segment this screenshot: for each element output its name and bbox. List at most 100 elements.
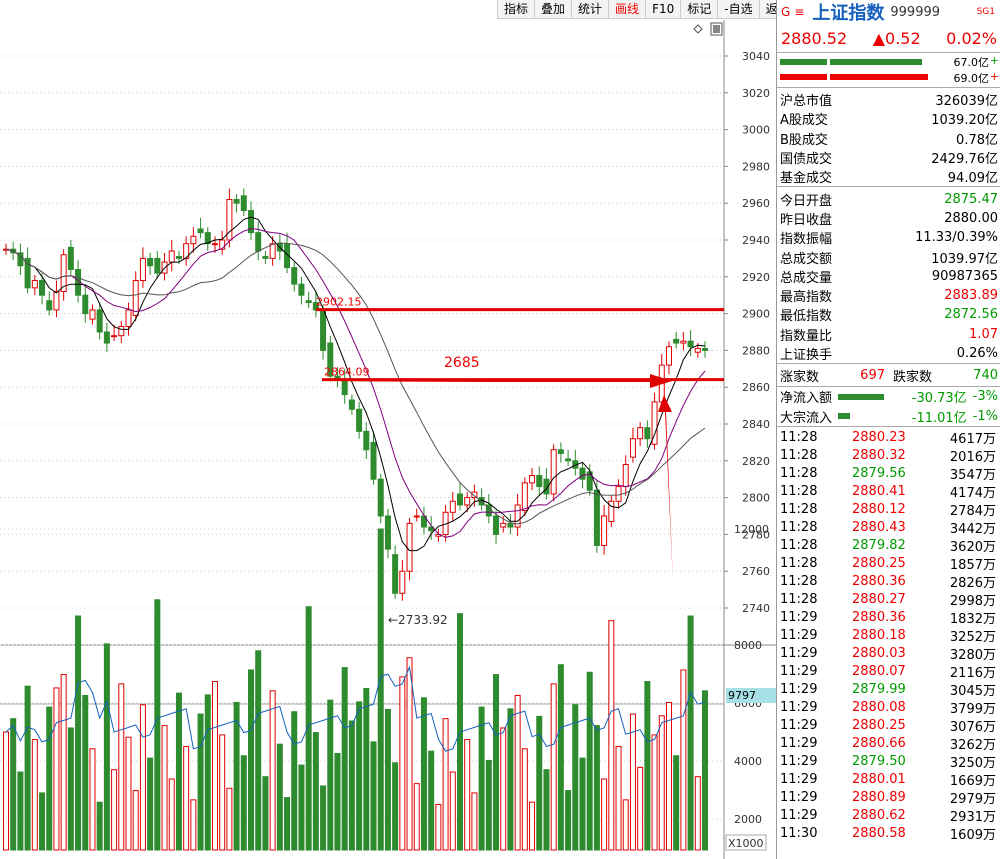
candle-body: [89, 309, 96, 320]
volume-bar: [586, 671, 593, 851]
candle-body: [60, 254, 67, 293]
volume-bar: [348, 720, 355, 851]
tick-price: 2880.08: [852, 700, 906, 716]
tick-time: 11:28: [780, 538, 818, 554]
candle-body: [586, 471, 593, 491]
tick-time: 11:28: [780, 592, 818, 608]
stat-label: 指数量比: [780, 328, 833, 344]
volume-tick-label: 8000: [734, 639, 762, 652]
tick-row: 11:29 2879.50 3250万: [777, 753, 1000, 771]
volume-bar: [305, 606, 312, 851]
volume-bar: [651, 734, 658, 851]
g-icon[interactable]: G: [781, 5, 791, 19]
stat-row: 总成交额 1039.97亿: [777, 247, 1000, 267]
toolbar-button[interactable]: 画线: [609, 0, 647, 18]
price-row: 2880.52 ▲0.52 0.02%: [777, 24, 1000, 53]
stat-label: 国债成交: [780, 152, 833, 168]
volume-cursor-label: 9797: [728, 689, 756, 702]
volume-bar: [363, 688, 370, 851]
sg-badge[interactable]: SG1: [976, 7, 995, 17]
volume-bar: [175, 692, 182, 851]
candle-body: [269, 243, 276, 259]
tick-volume: 2784万: [949, 504, 996, 520]
candle-body: [190, 235, 197, 245]
candle-body: [399, 570, 406, 594]
tick-time: 11:29: [780, 772, 818, 788]
candle-body: [111, 335, 118, 338]
tick-list[interactable]: 11:28 2880.23 4617万 11:28 2880.32 2016万 11:28 2…: [777, 427, 1000, 843]
tick-time: 11:28: [780, 520, 818, 536]
toolbar-button[interactable]: -自选: [718, 0, 760, 18]
stat-label: 总成交量: [780, 270, 833, 286]
candle-body: [211, 243, 218, 246]
volume-bar: [17, 771, 24, 851]
price-tick-label: 2840: [742, 418, 770, 431]
menu-icon[interactable]: ≡: [794, 5, 805, 19]
volume-bar: [665, 701, 672, 851]
market-stats: 沪总市值 326039亿 A股成交 1039.20亿 B股成交 0.78亿 国债成交 2429…: [777, 88, 1000, 186]
tick-price: 2880.36: [852, 610, 906, 626]
tick-row: 11:28 2880.43 3442万: [777, 519, 1000, 537]
sell-bar-left: [780, 74, 827, 80]
toolbar-button[interactable]: 指标: [498, 0, 536, 18]
flow-bar: [838, 393, 885, 400]
candle-body: [305, 300, 312, 304]
buy-bar-right: [830, 59, 922, 65]
toolbar-button[interactable]: 叠加: [535, 0, 573, 18]
diamond-icon: [693, 24, 703, 34]
volume-bar: [284, 797, 291, 851]
volume-bar: [96, 801, 103, 851]
tick-volume: 1609万: [949, 828, 996, 844]
candle-body: [233, 199, 240, 204]
volume-bar: [219, 734, 226, 851]
stat-value: 2883.89: [944, 288, 998, 304]
tick-row: 11:28 2880.23 4617万: [777, 429, 1000, 447]
candle-body: [219, 239, 226, 250]
volume-bar: [428, 750, 435, 851]
stat-label: 昨日收盘: [780, 212, 833, 228]
candle-body: [312, 302, 319, 311]
buy-amount: 67.0亿: [953, 56, 990, 69]
tick-price: 2880.23: [852, 430, 906, 446]
moving-average-line: [5, 216, 706, 552]
volume-bar: [154, 599, 161, 851]
volume-bar: [269, 690, 276, 851]
volume-bar: [572, 704, 579, 851]
candle-body: [67, 246, 74, 270]
chart-area[interactable]: 3040 3020 3000 2980 2960 2940 2920 2900 2880 2860…: [0, 0, 797, 859]
tick-volume: 2998万: [949, 594, 996, 610]
tick-row: 11:29 2880.07 2116万: [777, 663, 1000, 681]
volume-bar: [197, 713, 204, 851]
stat-value: 2429.76亿: [931, 152, 998, 168]
tick-row: 11:28 2880.36 2826万: [777, 573, 1000, 591]
tick-price: 2880.27: [852, 592, 906, 608]
volume-unit-box: [725, 834, 767, 851]
volume-bar: [550, 683, 557, 851]
volume-bar: [291, 711, 298, 851]
annotation-text: 2685: [444, 355, 480, 371]
stat-row: 国债成交 2429.76亿: [777, 148, 1000, 167]
candle-body: [24, 257, 31, 289]
toolbar-button[interactable]: 标记: [681, 0, 719, 18]
volume-ma-line: [5, 665, 706, 752]
volume-bar: [485, 759, 492, 851]
stat-row: 总成交量 90987365: [777, 267, 1000, 286]
kline-chart[interactable]: 3040 3020 3000 2980 2960 2940 2920 2900 2880 2860…: [0, 0, 776, 859]
toolbar-button[interactable]: 统计: [572, 0, 610, 18]
volume-bar: [435, 804, 442, 851]
index-code: 999999: [890, 4, 941, 20]
scroll-box-fill: [713, 25, 720, 33]
candle-body: [629, 438, 636, 458]
price-tick-label: 2880: [742, 344, 770, 357]
stat-label: 总成交额: [780, 251, 833, 267]
flow-label: 大宗流入: [780, 410, 833, 426]
down-count: 740: [973, 367, 998, 383]
volume-bar: [507, 708, 514, 851]
volume-bar: [514, 694, 521, 851]
volume-bar: [377, 528, 384, 851]
toolbar-button[interactable]: F10: [646, 0, 682, 18]
tick-time: 11:29: [780, 754, 818, 770]
candle-body: [601, 515, 608, 546]
up-count: 697: [860, 367, 885, 383]
stat-label: 沪总市值: [780, 94, 833, 110]
